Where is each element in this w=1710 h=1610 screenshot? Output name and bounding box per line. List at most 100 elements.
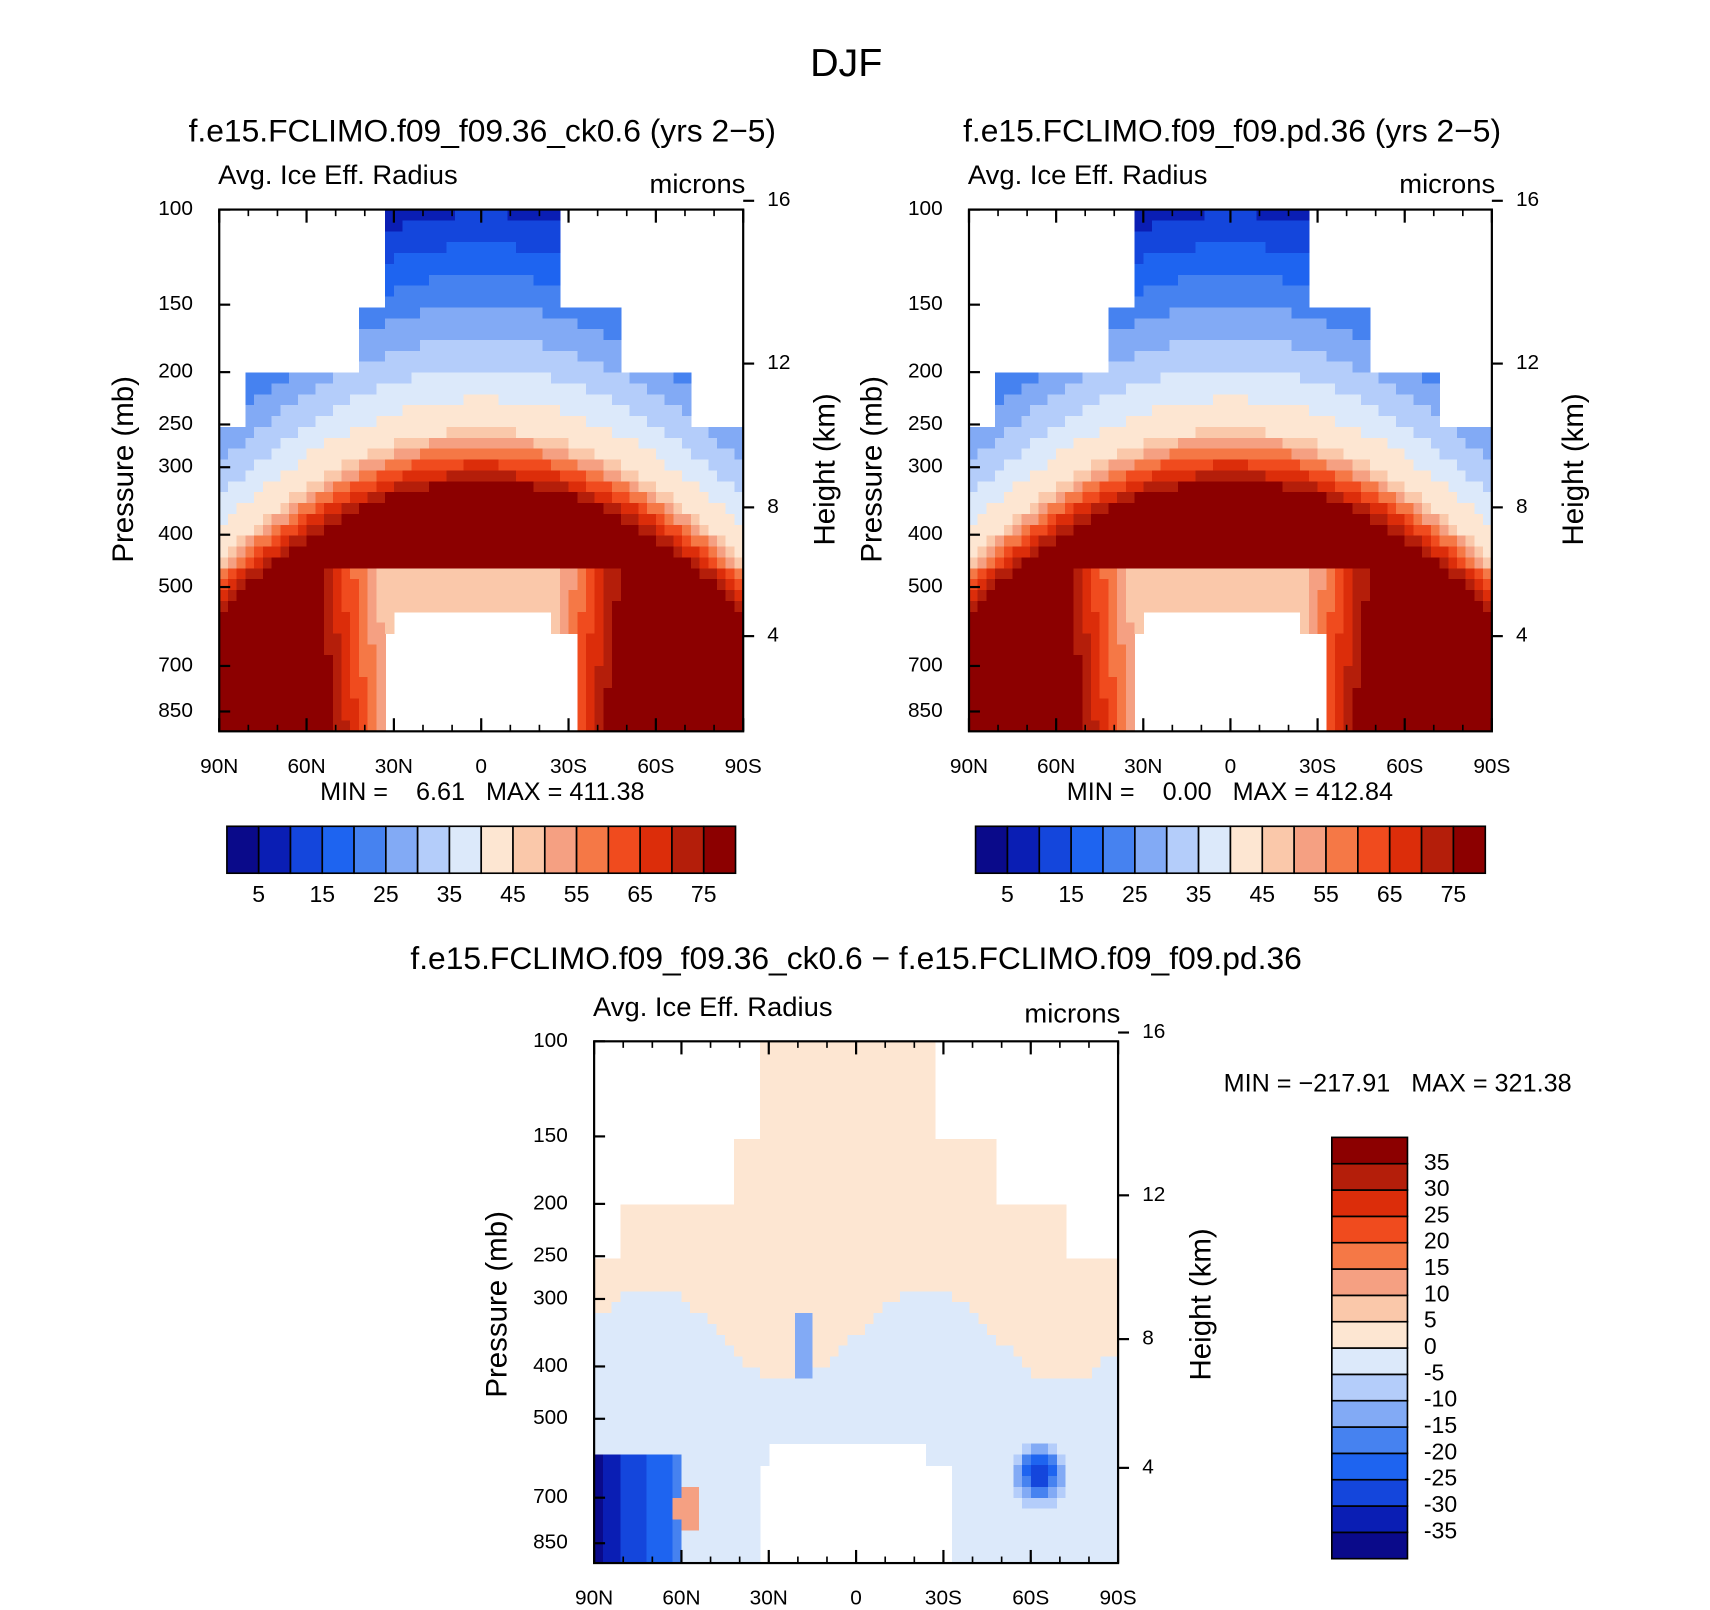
contour-cell (1169, 535, 1179, 548)
contour-cell (629, 568, 640, 580)
contour-cell (673, 535, 683, 548)
contour-cell (611, 1530, 621, 1542)
contour-cell (1213, 535, 1223, 548)
contour-cell (647, 448, 657, 461)
contour-cell (1047, 416, 1057, 428)
contour-cell (245, 437, 255, 450)
contour-cell (1396, 405, 1406, 417)
contour-cell (524, 481, 535, 493)
contour-cell (655, 503, 666, 515)
contour-cell (1038, 600, 1049, 613)
contour-cell (315, 698, 325, 711)
contour-cell (602, 1356, 613, 1369)
contour-cell (376, 622, 386, 635)
contour-cell (516, 524, 526, 537)
contour-cell (629, 1356, 639, 1369)
contour-cell (672, 1421, 683, 1434)
contour-cell (1012, 720, 1022, 732)
contour-cell (1317, 372, 1327, 385)
contour-cell (629, 1313, 639, 1325)
contour-cell (1169, 600, 1179, 613)
contour-cell (1073, 416, 1083, 428)
contour-cell (1239, 513, 1249, 526)
contour-cell (707, 1367, 718, 1379)
contour-cell (760, 1063, 770, 1075)
contour-cell (262, 470, 273, 482)
contour-cell (716, 676, 727, 689)
contour-cell (577, 383, 587, 396)
contour-cell (1387, 611, 1397, 624)
contour-cell (1134, 307, 1144, 319)
contour-cell (682, 513, 692, 526)
contour-cell (367, 329, 378, 341)
contour-cell (682, 568, 692, 580)
contour-cell (367, 644, 378, 656)
contour-cell (1003, 557, 1014, 569)
contour-cell (707, 1400, 718, 1412)
contour-cell (463, 568, 474, 580)
contour-cell (341, 492, 351, 504)
contour-cell (690, 535, 701, 548)
contour-cell (1352, 546, 1362, 559)
contour-cell (227, 470, 238, 482)
contour-cell (1378, 426, 1388, 439)
contour-cell (437, 340, 447, 352)
contour-cell (289, 426, 299, 439)
contour-cell (629, 633, 640, 646)
contour-cell (1335, 546, 1345, 559)
contour-cell (698, 1454, 709, 1466)
contour-cell (1143, 546, 1153, 559)
contour-cell (1230, 579, 1240, 591)
contour-cell (367, 622, 378, 635)
contour-cell (707, 1541, 718, 1553)
contour-cell (1396, 524, 1406, 537)
contour-cell (1091, 524, 1101, 537)
contour-cell (1483, 448, 1493, 461)
contour-cell (1291, 437, 1301, 450)
contour-cell (411, 600, 421, 613)
contour-cell (428, 481, 439, 493)
contour-cell (524, 329, 535, 341)
contour-cell (262, 666, 273, 678)
contour-cell (708, 698, 718, 711)
contour-cell (280, 426, 290, 439)
contour-cell (1378, 600, 1388, 613)
contour-cell (437, 350, 447, 363)
contour-cell (297, 633, 308, 646)
contour-cell (402, 535, 413, 548)
contour-cell (324, 513, 334, 526)
contour-cell (716, 666, 727, 678)
contour-cell (332, 644, 343, 656)
contour-cell (315, 720, 325, 732)
contour-cell (332, 481, 343, 493)
contour-cell (1448, 459, 1458, 472)
contour-cell (219, 503, 229, 515)
contour-cell (1430, 720, 1441, 732)
contour-cell (1404, 568, 1415, 580)
contour-cell (1012, 676, 1022, 689)
contour-cell (594, 720, 605, 732)
contour-cell (586, 720, 596, 732)
contour-cell (324, 687, 334, 700)
contour-cell (725, 720, 736, 732)
contour-cell (969, 568, 979, 580)
contour-cell (1335, 361, 1345, 374)
contour-cell (332, 513, 343, 526)
contour-cell (1448, 426, 1458, 439)
contour-cell (742, 1236, 752, 1249)
contour-cell (428, 285, 439, 298)
contour-cell (376, 720, 386, 732)
contour-cell (1204, 535, 1214, 548)
x-tick-label: 0 (475, 755, 487, 778)
contour-cell (507, 307, 517, 319)
contour-cell (227, 568, 238, 580)
contour-cell (725, 524, 736, 537)
contour-cell (725, 655, 736, 667)
contour-cell (1274, 492, 1284, 504)
contour-cell (472, 307, 482, 319)
contour-cell (1404, 611, 1415, 624)
contour-cell (1152, 296, 1162, 309)
contour-cell (306, 535, 316, 548)
contour-cell (1274, 524, 1284, 537)
contour-cell (254, 579, 264, 591)
